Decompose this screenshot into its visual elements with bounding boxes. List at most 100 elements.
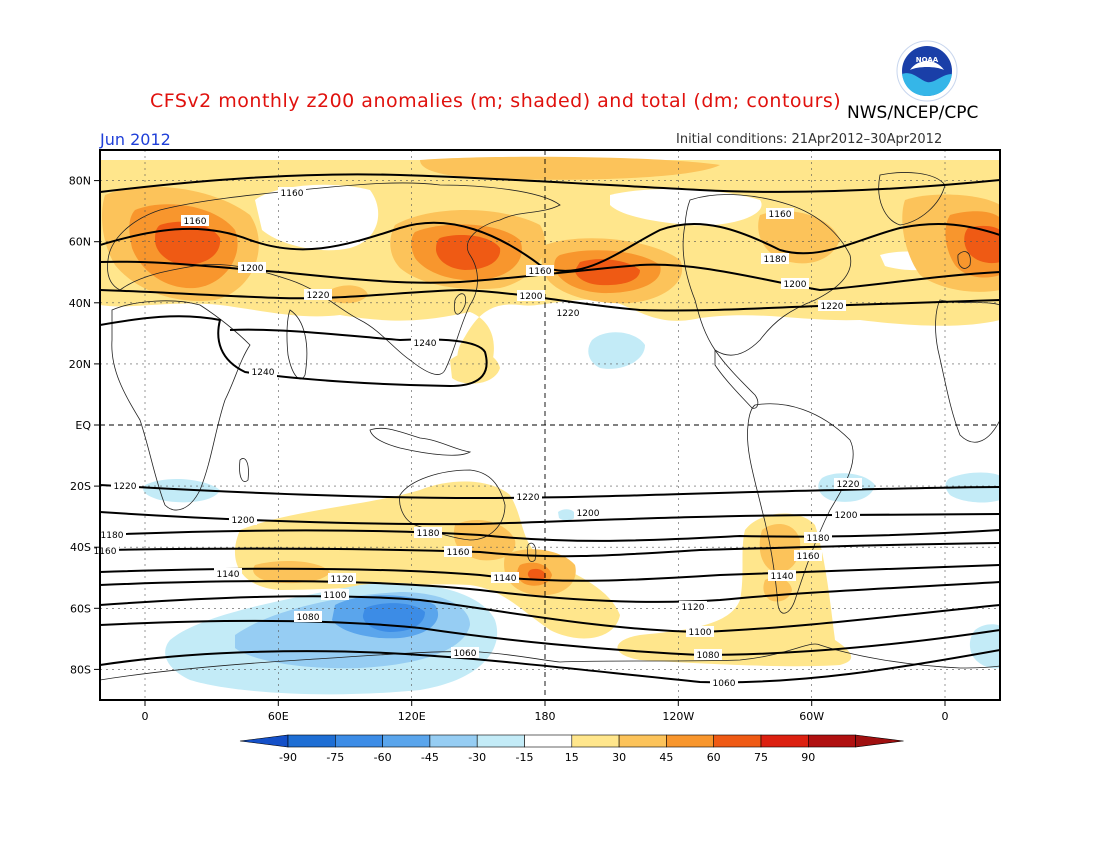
anomaly-peak-europe [155, 221, 221, 265]
contour-1140-sh [100, 564, 1000, 582]
anomaly-neg-hawaii [588, 332, 645, 369]
colorbar-swatch [666, 734, 715, 748]
coast-japan [453, 293, 467, 315]
lat-labels: 80N 60N 40N 20N EQ 20S 40S 60S 80S [69, 175, 92, 677]
contour-label-bg [766, 208, 794, 219]
colorbar-label: -15 [516, 751, 534, 764]
contour-1120-sh [100, 580, 1000, 603]
contour-label: 1160 [769, 210, 792, 220]
contour-label-bg [181, 215, 209, 226]
contour-label: 1200 [835, 511, 858, 521]
contour-label: 1200 [232, 516, 255, 526]
lon-label: 60W [799, 710, 824, 723]
contour-1200-sh [100, 511, 1000, 526]
colorbar-swatch [334, 734, 383, 748]
initial-conditions-label: Initial conditions: 21Apr2012–30Apr2012 [676, 132, 943, 147]
anomaly-cell-orange-siberia [330, 285, 368, 304]
colorbar-label: 75 [754, 751, 768, 764]
coast-eurasia [107, 182, 561, 375]
contour-label-bg [444, 546, 472, 557]
contour-label: 1200 [577, 509, 600, 519]
colorbar-swatch [571, 734, 620, 748]
contour-1160-nh [100, 173, 1000, 193]
contour-label-bg [710, 677, 738, 688]
contour-label: 1160 [94, 547, 117, 557]
coast-indonesia [369, 427, 472, 456]
anomaly-sh-australia [234, 481, 620, 639]
contour-label-bg [451, 647, 479, 658]
anomaly-neg-antarctic-east [969, 624, 1000, 669]
contour-label: 1220 [114, 482, 137, 492]
contour-label: 1060 [454, 649, 477, 659]
contour-label: 1160 [529, 267, 552, 277]
contour-label: 1200 [520, 292, 543, 302]
contour-label: 1180 [101, 531, 124, 541]
colorbar-swatch [382, 734, 431, 748]
contour-label: 1220 [517, 493, 540, 503]
lon-label: 180 [535, 710, 556, 723]
contour-label-bg [574, 507, 602, 518]
contour-label-bg [768, 570, 796, 581]
contour-label: 1200 [784, 280, 807, 290]
lat-label: 60S [70, 602, 91, 615]
contour-label-bg [517, 290, 545, 301]
contour-label-bg [694, 649, 722, 660]
contour-1240-subtropical [100, 315, 488, 388]
colorbar-swatch [524, 734, 573, 748]
coast-greenland [878, 172, 946, 226]
colorbar-label: -60 [374, 751, 392, 764]
lat-label: 80N [69, 175, 91, 188]
contour-label: 1140 [217, 570, 240, 580]
contour-label: 1100 [689, 628, 712, 638]
contour-1160-sh [100, 542, 1000, 558]
contour-label: 1180 [807, 534, 830, 544]
contour-label: 1220 [821, 302, 844, 312]
contour-label: 1160 [447, 548, 470, 558]
lat-label: 60N [69, 236, 91, 249]
contour-label-bg [761, 253, 789, 264]
contour-1100-sh [100, 595, 1000, 634]
contour-label: 1060 [713, 679, 736, 689]
contour-label: 1220 [837, 480, 860, 490]
colorbar-label: 45 [659, 751, 673, 764]
anomaly-sh-orange-indian [253, 560, 330, 584]
contour-1080-sh [100, 619, 1000, 657]
lon-label: 120E [398, 710, 426, 723]
colorbar-label: -30 [468, 751, 486, 764]
colorbar-label: -90 [279, 751, 297, 764]
lon-labels: 0 60E 120E 180 120W 60W 0 [142, 710, 949, 723]
contour-label-bg [321, 589, 349, 600]
lon-label: 120W [662, 710, 694, 723]
contour-labels: 1160 1160 1200 1220 1240 1240 1160 1200 1220 1160… [91, 187, 862, 689]
contour-label-bg [214, 568, 242, 579]
coast-europe-uk [957, 251, 971, 269]
contour-1060-sh [100, 649, 1000, 684]
contour-label-bg [514, 491, 542, 502]
contour-label-bg [411, 337, 439, 348]
contour-label-bg [278, 187, 306, 198]
colorbar-label: 90 [801, 751, 815, 764]
coast-north-america [682, 194, 852, 356]
colorbar-swatch [807, 734, 856, 748]
contour-1180-nh [100, 221, 1000, 272]
colorbar-swatch [429, 734, 478, 748]
coast-madagascar [239, 458, 249, 482]
contour-label-bg [686, 626, 714, 637]
chart-title: CFSv2 monthly z200 anomalies (m; shaded)… [150, 90, 842, 112]
lat-label: 80S [70, 663, 91, 676]
colorbar-label: 15 [565, 751, 579, 764]
lat-label: 40N [69, 297, 91, 310]
contour-label: 1220 [557, 309, 580, 319]
reference-lines [100, 150, 1000, 700]
lon-label: 0 [942, 710, 949, 723]
contour-label-bg [834, 478, 862, 489]
contour-label: 1100 [324, 591, 347, 601]
month-label: Jun 2012 [100, 130, 171, 149]
contour-label-bg [414, 527, 442, 538]
contour-label-bg [804, 532, 832, 543]
colorbar-swatch [618, 734, 667, 748]
colorbar-swatch [713, 734, 762, 748]
contour-1180-sh [100, 529, 1000, 542]
lat-label: EQ [75, 419, 91, 432]
contour-label: 1180 [764, 255, 787, 265]
